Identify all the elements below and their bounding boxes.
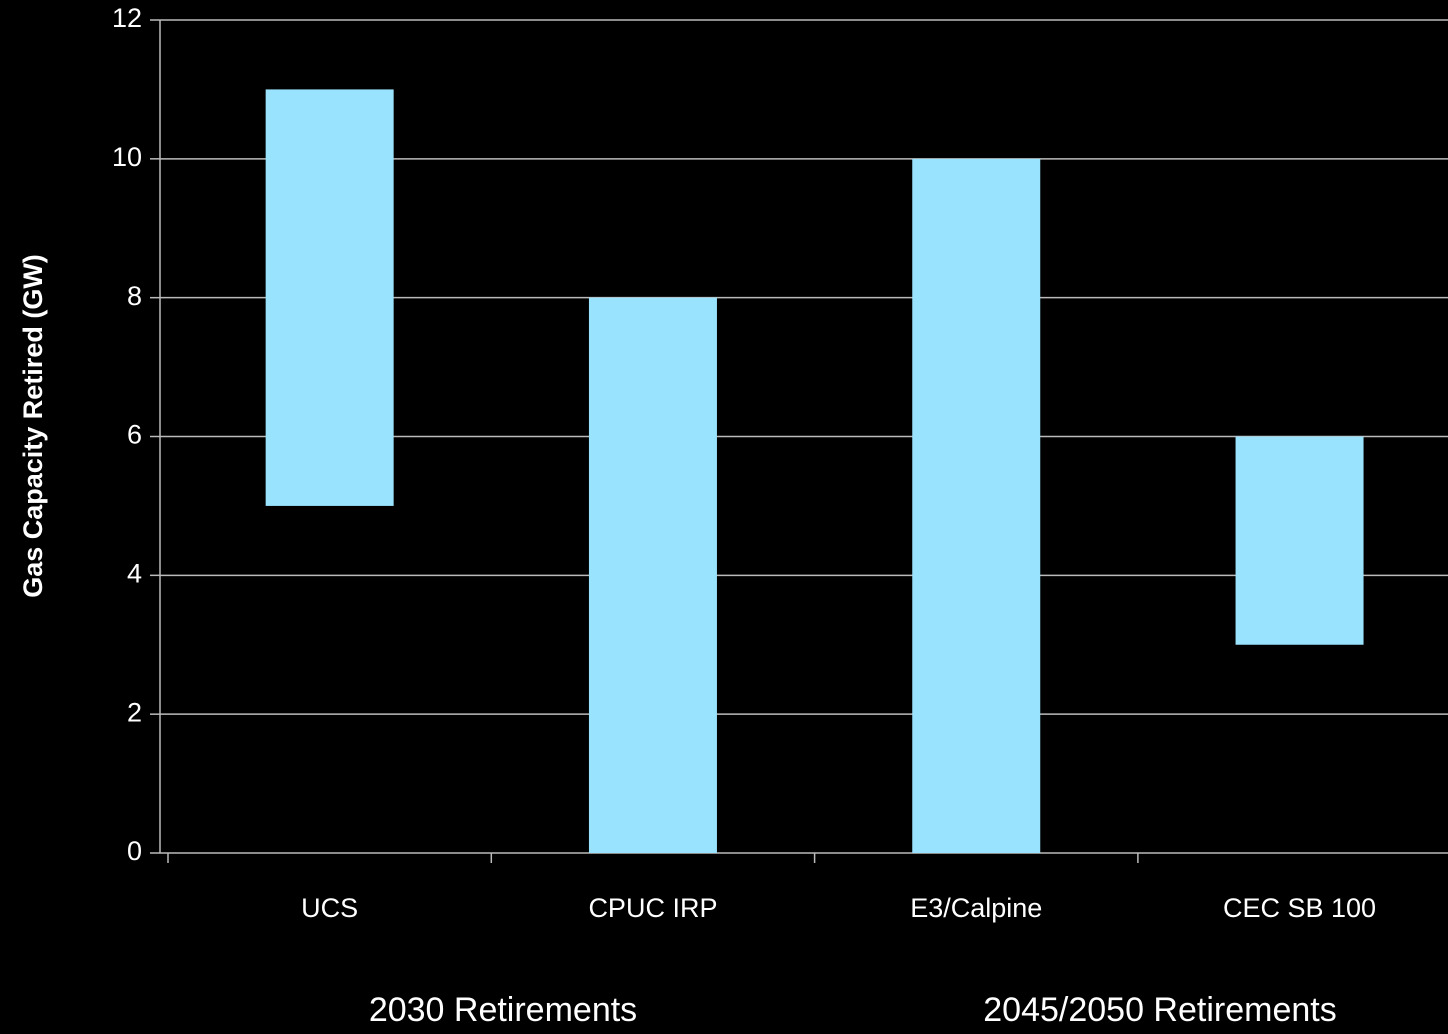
bar (588, 297, 717, 854)
y-tick-label: 8 (127, 281, 142, 311)
bar (1235, 436, 1364, 645)
y-tick-label: 4 (127, 558, 142, 588)
bar (912, 158, 1041, 854)
x-tick-label: CEC SB 100 (1223, 893, 1376, 923)
x-tick-label: E3/Calpine (910, 893, 1042, 923)
y-tick-label: 12 (112, 3, 142, 33)
x-tick-label: CPUC IRP (588, 893, 717, 923)
x-tick-label: UCS (301, 893, 358, 923)
group-label: 2030 Retirements (369, 991, 637, 1029)
bar (265, 89, 394, 506)
y-tick-label: 2 (127, 697, 142, 727)
y-tick-label: 10 (112, 142, 142, 172)
y-tick-label: 6 (127, 420, 142, 450)
group-label: 2045/2050 Retirements (983, 991, 1336, 1029)
y-tick-label: 0 (127, 836, 142, 866)
y-axis-label: Gas Capacity Retired (GW) (18, 254, 48, 598)
